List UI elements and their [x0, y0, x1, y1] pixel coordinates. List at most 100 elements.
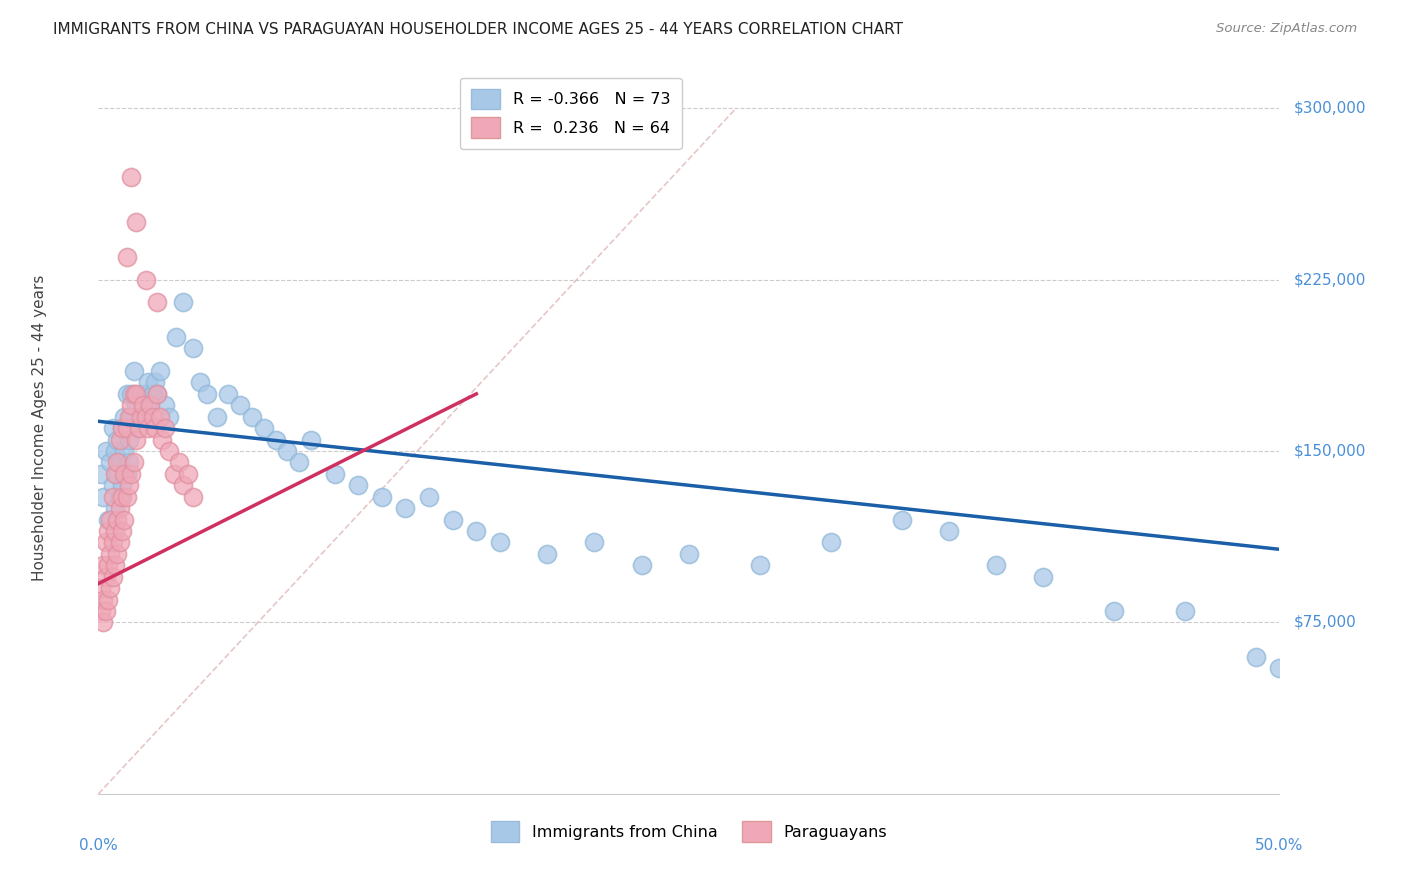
Point — [97, 512, 120, 526]
Point — [105, 547, 128, 561]
Point — [108, 455, 131, 469]
Point — [172, 478, 194, 492]
Point — [105, 512, 128, 526]
Point — [104, 444, 127, 458]
Point — [118, 433, 141, 447]
Point — [149, 364, 172, 378]
Point — [139, 398, 162, 412]
Text: 0.0%: 0.0% — [79, 838, 118, 853]
Point — [394, 501, 416, 516]
Point — [111, 478, 134, 492]
Point — [418, 490, 440, 504]
Point — [820, 535, 842, 549]
Point — [276, 444, 298, 458]
Point — [121, 409, 143, 424]
Point — [135, 387, 157, 401]
Point — [122, 364, 145, 378]
Point — [146, 387, 169, 401]
Point — [132, 409, 155, 424]
Point — [195, 387, 218, 401]
Point — [132, 398, 155, 412]
Point — [108, 490, 131, 504]
Point — [489, 535, 512, 549]
Point — [125, 215, 148, 229]
Point — [97, 524, 120, 538]
Point — [253, 421, 276, 435]
Point — [135, 272, 157, 286]
Point — [630, 558, 652, 573]
Text: Householder Income Ages 25 - 44 years: Householder Income Ages 25 - 44 years — [32, 275, 46, 582]
Point — [172, 295, 194, 310]
Point — [94, 535, 117, 549]
Point — [1268, 661, 1291, 675]
Point — [150, 433, 173, 447]
Point — [115, 250, 138, 264]
Point — [121, 387, 143, 401]
Point — [121, 169, 143, 184]
Point — [112, 512, 135, 526]
Point — [188, 376, 211, 390]
Point — [91, 592, 114, 607]
Point — [91, 615, 114, 630]
Point — [125, 433, 148, 447]
Point — [101, 478, 124, 492]
Text: 50.0%: 50.0% — [1256, 838, 1303, 853]
Point — [149, 409, 172, 424]
Point — [105, 467, 128, 481]
Point — [143, 421, 166, 435]
Point — [142, 409, 165, 424]
Point — [163, 467, 186, 481]
Point — [118, 409, 141, 424]
Point — [299, 433, 322, 447]
Point — [104, 524, 127, 538]
Point — [157, 444, 180, 458]
Point — [108, 535, 131, 549]
Point — [94, 444, 117, 458]
Point — [142, 387, 165, 401]
Point — [177, 467, 200, 481]
Point — [465, 524, 488, 538]
Point — [90, 581, 112, 595]
Point — [104, 558, 127, 573]
Point — [111, 421, 134, 435]
Point — [97, 558, 120, 573]
Point — [91, 490, 114, 504]
Point — [347, 478, 370, 492]
Text: Source: ZipAtlas.com: Source: ZipAtlas.com — [1216, 22, 1357, 36]
Point — [111, 490, 134, 504]
Point — [143, 376, 166, 390]
Point — [90, 604, 112, 618]
Point — [98, 547, 121, 561]
Point — [125, 398, 148, 412]
Point — [129, 387, 152, 401]
Point — [112, 444, 135, 458]
Point — [139, 398, 162, 412]
Point — [146, 387, 169, 401]
Point — [115, 467, 138, 481]
Point — [122, 455, 145, 469]
Point — [938, 524, 960, 538]
Point — [115, 490, 138, 504]
Point — [101, 570, 124, 584]
Text: $150,000: $150,000 — [1294, 443, 1367, 458]
Point — [890, 512, 912, 526]
Point — [1032, 570, 1054, 584]
Point — [165, 329, 187, 343]
Point — [90, 467, 112, 481]
Point — [98, 581, 121, 595]
Point — [111, 421, 134, 435]
Point — [157, 409, 180, 424]
Point — [264, 433, 287, 447]
Point — [1102, 604, 1125, 618]
Point — [583, 535, 606, 549]
Point — [108, 501, 131, 516]
Point — [101, 490, 124, 504]
Point — [108, 433, 131, 447]
Point — [121, 467, 143, 481]
Point — [122, 387, 145, 401]
Point — [678, 547, 700, 561]
Point — [205, 409, 228, 424]
Point — [112, 467, 135, 481]
Point — [98, 512, 121, 526]
Point — [135, 409, 157, 424]
